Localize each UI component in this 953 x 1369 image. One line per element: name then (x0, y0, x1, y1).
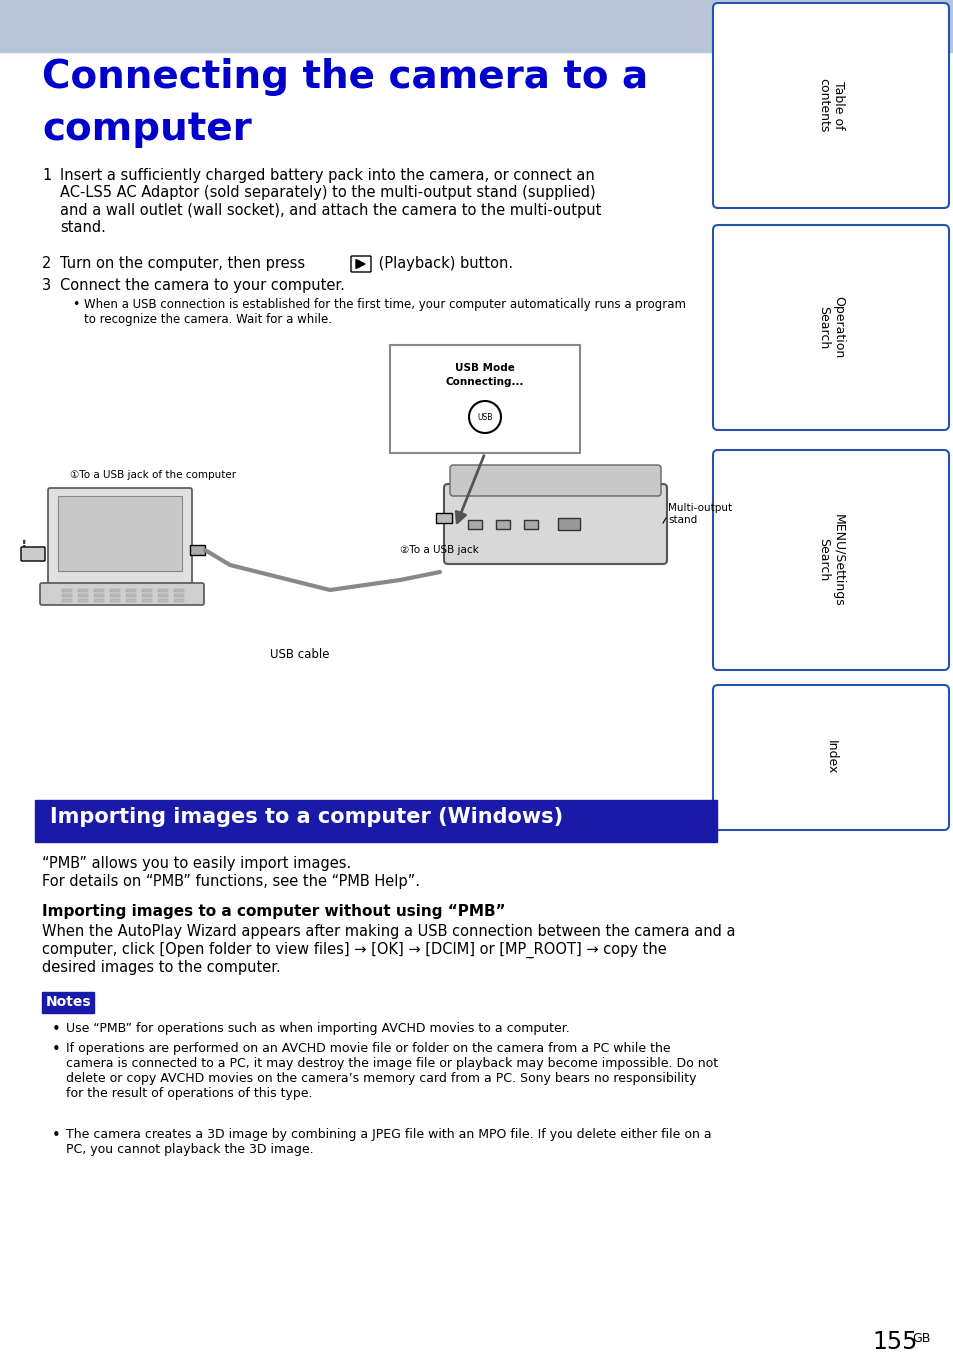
Bar (62, 589, 71, 591)
Bar (142, 600, 152, 602)
Text: Notes: Notes (46, 995, 91, 1009)
Text: Importing images to a computer without using “PMB”: Importing images to a computer without u… (42, 904, 505, 919)
Text: Turn on the computer, then press: Turn on the computer, then press (60, 256, 305, 271)
Bar (94, 589, 104, 591)
Bar (78, 589, 88, 591)
Text: Use “PMB” for operations such as when importing AVCHD movies to a computer.: Use “PMB” for operations such as when im… (66, 1023, 569, 1035)
Text: USB Mode: USB Mode (455, 363, 515, 372)
Bar (110, 594, 120, 597)
Bar (62, 594, 71, 597)
Text: “PMB” allows you to easily import images.: “PMB” allows you to easily import images… (42, 856, 351, 871)
Text: For details on “PMB” functions, see the “PMB Help”.: For details on “PMB” functions, see the … (42, 873, 419, 888)
Text: ┇: ┇ (20, 539, 29, 556)
Bar (126, 589, 136, 591)
FancyBboxPatch shape (40, 583, 204, 605)
Text: •: • (71, 298, 79, 311)
Text: 155: 155 (871, 1331, 917, 1354)
Text: Index: Index (823, 741, 837, 775)
Bar (158, 594, 168, 597)
Text: Connecting the camera to a: Connecting the camera to a (42, 57, 647, 96)
Bar (142, 594, 152, 597)
Bar (173, 594, 184, 597)
Bar (110, 600, 120, 602)
FancyBboxPatch shape (351, 256, 371, 272)
Text: •: • (52, 1023, 61, 1036)
FancyBboxPatch shape (712, 684, 948, 830)
Text: •: • (52, 1128, 61, 1143)
Text: Connecting...: Connecting... (445, 376, 524, 387)
Text: The camera creates a 3D image by combining a JPEG file with an MPO file. If you : The camera creates a 3D image by combini… (66, 1128, 711, 1155)
FancyBboxPatch shape (450, 465, 660, 496)
Text: 2: 2 (42, 256, 51, 271)
Bar (62, 600, 71, 602)
Text: Importing images to a computer (Windows): Importing images to a computer (Windows) (50, 806, 562, 827)
Text: 3: 3 (42, 278, 51, 293)
Polygon shape (355, 260, 365, 268)
Bar (35, 799, 717, 842)
Bar (126, 594, 136, 597)
Text: ②To a USB jack: ②To a USB jack (399, 545, 478, 554)
Text: (Playback) button.: (Playback) button. (374, 256, 513, 271)
Text: If operations are performed on an AVCHD movie file or folder on the camera from : If operations are performed on an AVCHD … (66, 1042, 718, 1101)
Text: Table of
contents: Table of contents (816, 78, 844, 133)
Bar (436, 513, 452, 523)
Text: 1: 1 (42, 168, 51, 183)
FancyBboxPatch shape (21, 548, 45, 561)
FancyBboxPatch shape (443, 485, 666, 564)
Bar (42, 993, 94, 1013)
Bar (78, 600, 88, 602)
Text: When the AutoPlay Wizard appears after making a USB connection between the camer: When the AutoPlay Wizard appears after m… (42, 924, 735, 975)
Text: MENU/Settings
Search: MENU/Settings Search (816, 513, 844, 606)
Bar (58, 496, 182, 571)
FancyBboxPatch shape (48, 487, 192, 587)
Bar (158, 600, 168, 602)
Text: USB: USB (476, 412, 492, 422)
Bar (94, 600, 104, 602)
Text: computer: computer (42, 110, 252, 148)
Bar (142, 589, 152, 591)
Bar (173, 600, 184, 602)
Bar (468, 520, 481, 528)
Text: USB cable: USB cable (270, 648, 330, 661)
Bar (190, 545, 205, 554)
Bar (94, 594, 104, 597)
Bar (0, 0, 953, 52)
Bar (173, 589, 184, 591)
Text: GB: GB (911, 1332, 929, 1344)
Bar (78, 594, 88, 597)
Text: ①To a USB jack of the computer: ①To a USB jack of the computer (70, 470, 236, 481)
Bar (126, 600, 136, 602)
FancyBboxPatch shape (712, 3, 948, 208)
FancyBboxPatch shape (712, 225, 948, 430)
Text: Operation
Search: Operation Search (816, 296, 844, 359)
Bar (523, 520, 537, 528)
Bar (496, 520, 510, 528)
Text: Multi-output
stand: Multi-output stand (667, 502, 731, 524)
Text: Connect the camera to your computer.: Connect the camera to your computer. (60, 278, 345, 293)
Bar (110, 589, 120, 591)
Bar (390, 345, 579, 453)
Bar (158, 589, 168, 591)
Text: When a USB connection is established for the first time, your computer automatic: When a USB connection is established for… (84, 298, 685, 326)
Text: Insert a sufficiently charged battery pack into the camera, or connect an
AC-LS5: Insert a sufficiently charged battery pa… (60, 168, 600, 235)
Bar (558, 517, 579, 530)
Text: •: • (52, 1042, 61, 1057)
FancyBboxPatch shape (712, 450, 948, 669)
